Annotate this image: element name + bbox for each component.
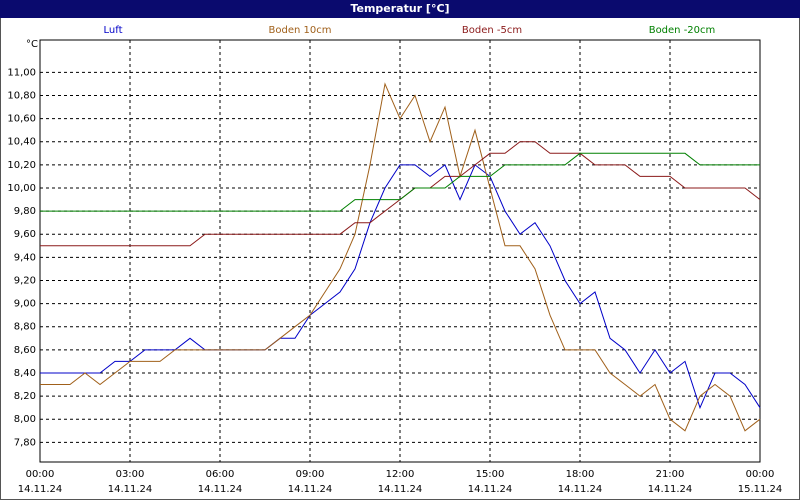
x-tick-date: 14.11.24 (288, 484, 333, 495)
y-tick-label: 11,00 (7, 67, 36, 78)
title-bar (0, 0, 800, 18)
series-line (40, 82, 761, 432)
x-tick-label: 21:00 (656, 469, 685, 480)
series-line (40, 152, 760, 212)
x-tick-label: 15:00 (476, 469, 505, 480)
x-tick-label: 12:00 (386, 469, 415, 480)
legend-entry: Boden -20cm (649, 25, 716, 36)
x-tick-label: 00:00 (746, 469, 775, 480)
x-tick-label: 18:00 (566, 469, 595, 480)
y-tick-label: 10,40 (7, 137, 36, 148)
x-tick-date: 14.11.24 (108, 484, 153, 495)
y-tick-label: 9,60 (14, 229, 36, 240)
y-tick-label: 8,20 (14, 391, 36, 402)
y-tick-label: 8,80 (14, 322, 36, 333)
x-tick-date: 14.11.24 (378, 484, 423, 495)
x-tick-label: 00:00 (26, 469, 55, 480)
x-tick-date: 14.11.24 (198, 484, 243, 495)
legend-entry: Boden 10cm (269, 25, 332, 36)
y-tick-label: 9,40 (14, 252, 36, 263)
legend-entry: Luft (104, 25, 123, 36)
x-tick-label: 09:00 (296, 469, 325, 480)
y-tick-label: 7,80 (14, 437, 36, 448)
x-tick-date: 15.11.24 (738, 484, 783, 495)
y-tick-label: 9,20 (14, 275, 36, 286)
x-tick-date: 14.11.24 (648, 484, 693, 495)
x-tick-date: 14.11.24 (468, 484, 513, 495)
y-tick-label: 10,00 (7, 183, 36, 194)
legend-entry: Boden -5cm (462, 25, 522, 36)
y-tick-label: 8,00 (14, 414, 36, 425)
x-tick-date: 14.11.24 (558, 484, 603, 495)
x-tick-label: 06:00 (206, 469, 235, 480)
y-tick-label: 9,80 (14, 206, 36, 217)
y-tick-label: 10,80 (7, 90, 36, 101)
y-axis-label: °C (26, 39, 38, 50)
y-tick-label: 10,20 (7, 160, 36, 171)
plot-border (39, 39, 761, 463)
x-tick-label: 03:00 (116, 469, 145, 480)
y-tick-label: 9,00 (14, 299, 36, 310)
x-tick-date: 14.11.24 (18, 484, 63, 495)
y-tick-label: 10,60 (7, 114, 36, 125)
series-line (40, 164, 761, 410)
y-tick-label: 8,60 (14, 345, 36, 356)
y-tick-label: 8,40 (14, 368, 36, 379)
chart-title: Temperatur [°C] (350, 2, 449, 15)
